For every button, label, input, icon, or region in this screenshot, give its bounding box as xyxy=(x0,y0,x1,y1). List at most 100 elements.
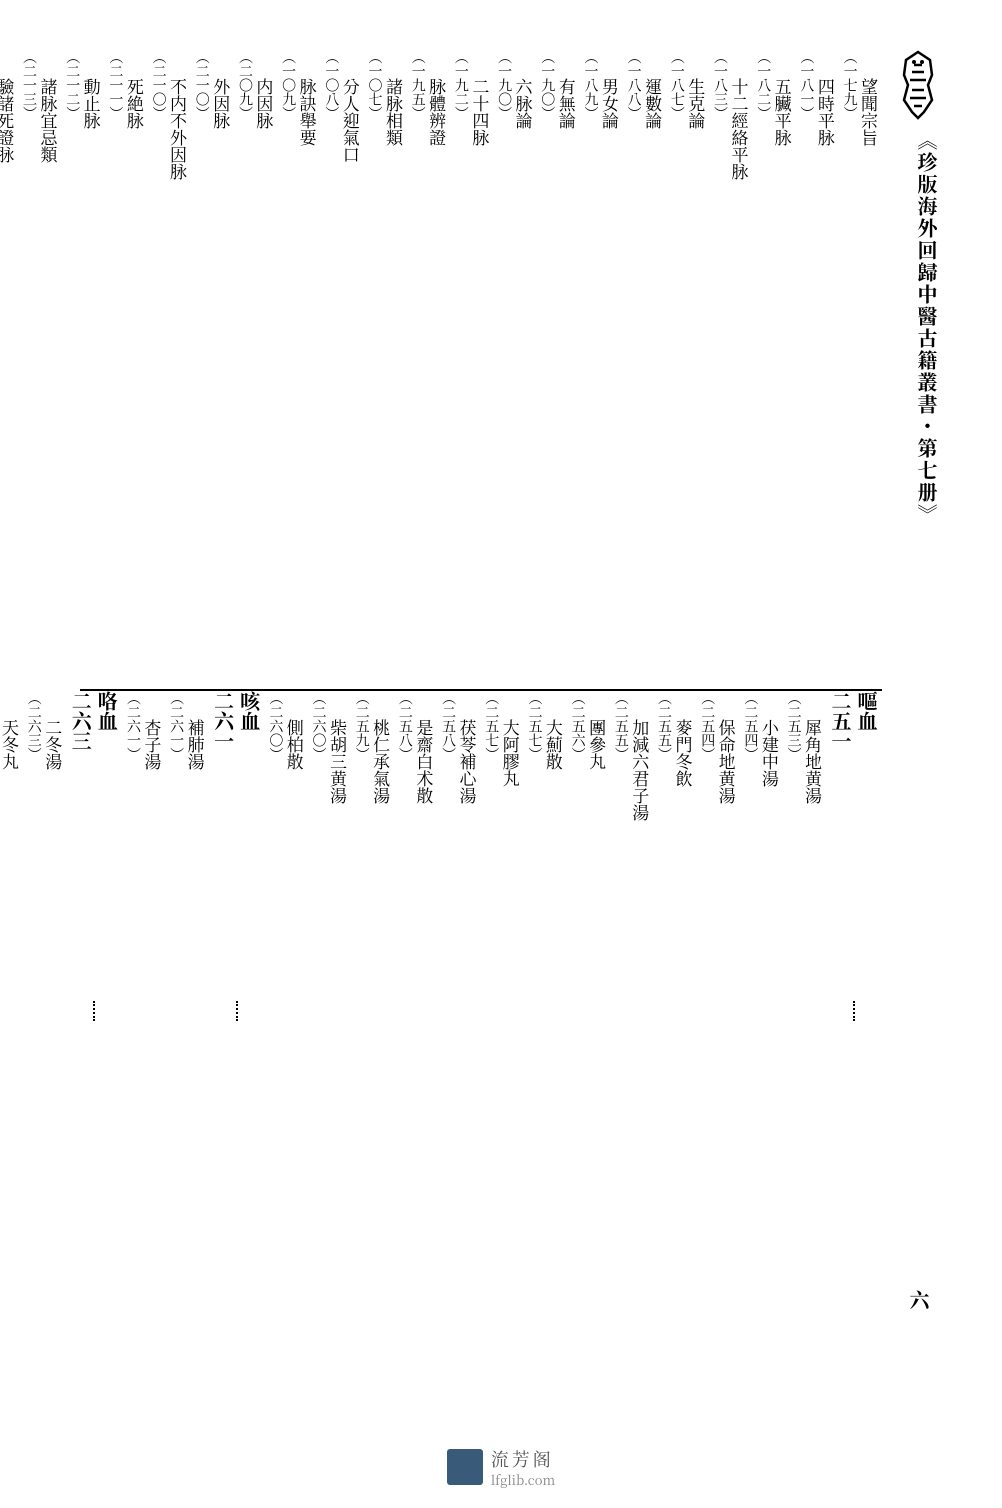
toc-entry: 保命地黄湯（二五四） xyxy=(696,691,739,1330)
entry-page-paren: （二六一） xyxy=(168,691,185,1330)
entry-label: 柴胡三黄湯 xyxy=(328,691,348,1330)
entry-page-paren: （二一一） xyxy=(108,50,125,689)
toc-entry: 運數論（一八八） xyxy=(623,50,666,689)
toc-entry: 驗諸死證脉（二一五） xyxy=(0,50,18,689)
entry-label: 二冬湯 xyxy=(43,691,63,1330)
entry-page-paren: （二六一） xyxy=(125,691,142,1330)
entry-label: 有無論 xyxy=(556,50,576,689)
entry-page-paren: （二一三） xyxy=(21,50,38,689)
toc-entry: 犀角地黄湯（二五三） xyxy=(783,691,826,1330)
entry-page-paren: （一八三） xyxy=(712,50,729,689)
entry-label: 嘔血 xyxy=(855,691,879,1330)
entry-page-paren: （二五七） xyxy=(527,691,544,1330)
toc-entry: 加減六君子湯（二五五） xyxy=(610,691,653,1330)
section-page: 二五一 xyxy=(829,691,853,1330)
entry-page-paren: （二一〇） xyxy=(194,50,211,689)
entry-label: 運數論 xyxy=(643,50,663,689)
entry-label: 小建中湯 xyxy=(759,691,779,1330)
entry-page-paren: （二五九） xyxy=(354,691,371,1330)
entry-label: 大阿膠丸 xyxy=(500,691,520,1330)
entry-label: 補肺湯 xyxy=(185,691,205,1330)
entry-page-paren: （一八二） xyxy=(755,50,772,689)
entry-label: 咯血 xyxy=(95,691,119,1330)
toc-entry: 動止脉（二一二） xyxy=(61,50,104,689)
lower-half: 嘔血二五一犀角地黄湯（二五三）小建中湯（二五四）保命地黄湯（二五四）麥門冬飲（二… xyxy=(80,691,882,1330)
toc-entry: 杏子湯（二六一） xyxy=(122,691,165,1330)
entry-label: 脉訣舉要 xyxy=(297,50,317,689)
entry-label: 桃仁承氣湯 xyxy=(371,691,391,1330)
entry-label: 諸脉宜忌類 xyxy=(38,50,58,689)
column-container: 望聞宗旨（一七九）四時平脉（一八一）五臟平脉（一八二）十二經絡平脉（一八三）生克… xyxy=(80,50,882,689)
footer-cn: 流芳阁 xyxy=(491,1446,555,1472)
footer-watermark: 流芳阁 lfglib.com xyxy=(0,1446,1002,1488)
entry-label: 十二經絡平脉 xyxy=(729,50,749,689)
page-content: 望聞宗旨（一七九）四時平脉（一八一）五臟平脉（一八二）十二經絡平脉（一八三）生克… xyxy=(80,50,942,1330)
toc-entry: 五臟平脉（一八二） xyxy=(752,50,795,689)
toc-entry: 六脉論（一九〇） xyxy=(493,50,536,689)
entry-label: 四時平脉 xyxy=(815,50,835,689)
toc-entry: 小建中湯（二五四） xyxy=(740,691,783,1330)
toc-entry: 不内不外因脉（二一〇） xyxy=(148,50,191,689)
toc-entry: 男女論（一八九） xyxy=(580,50,623,689)
toc-entry: 脉訣舉要（一〇九） xyxy=(277,50,320,689)
entry-label: 犀角地黄湯 xyxy=(803,691,823,1330)
entry-page-paren: （二五五） xyxy=(613,691,630,1330)
entry-page-paren: （二一二） xyxy=(64,50,81,689)
entry-page-paren: （一九五） xyxy=(410,50,427,689)
entry-label: 生克論 xyxy=(686,50,706,689)
toc-entry: 天冬丸（二六三） xyxy=(0,691,23,1330)
entry-label: 加減六君子湯 xyxy=(630,691,650,1330)
toc-entry: 外因脉（二一〇） xyxy=(191,50,234,689)
toc-entry: 桃仁承氣湯（二五九） xyxy=(351,691,394,1330)
entry-label: 脉體辨證 xyxy=(427,50,447,689)
entry-label: 驗諸死證脉 xyxy=(0,50,15,689)
section-heading: 咯血二六三 xyxy=(66,691,122,1330)
entry-page-paren: （一八七） xyxy=(669,50,686,689)
entry-page-paren: （二五五） xyxy=(656,691,673,1330)
toc-entry: 内因脉（二〇九） xyxy=(234,50,277,689)
entry-page-paren: （一八九） xyxy=(583,50,600,689)
entry-label: 側柏散 xyxy=(284,691,304,1330)
entry-label: 内因脉 xyxy=(254,50,274,689)
toc-entry: 生克論（一八七） xyxy=(666,50,709,689)
dot-leader xyxy=(236,1001,238,1021)
entry-label: 望聞宗旨 xyxy=(859,50,879,689)
entry-label: 咳血 xyxy=(238,691,262,1330)
toc-entry: 死絶脉（二一一） xyxy=(105,50,148,689)
entry-label: 動止脉 xyxy=(81,50,101,689)
toc-entry: 四時平脉（一八一） xyxy=(796,50,839,689)
section-heading: 咳血二六一 xyxy=(209,691,265,1330)
toc-entry: 諸脉宜忌類（二一三） xyxy=(18,50,61,689)
entry-page-paren: （一八八） xyxy=(626,50,643,689)
entry-page-paren: （二五七） xyxy=(484,691,501,1330)
section-heading: 嘔血二五一 xyxy=(826,691,882,1330)
entry-page-paren: （二六〇） xyxy=(268,691,285,1330)
entry-page-paren: （二〇九） xyxy=(237,50,254,689)
toc-entry: 二冬湯（二六三） xyxy=(23,691,66,1330)
entry-label: 諸脉相類 xyxy=(384,50,404,689)
entry-label: 杏子湯 xyxy=(142,691,162,1330)
upper-half: 望聞宗旨（一七九）四時平脉（一八一）五臟平脉（一八二）十二經絡平脉（一八三）生克… xyxy=(80,50,882,689)
toc-entry: 柴胡三黄湯（二六〇） xyxy=(308,691,351,1330)
entry-label: 男女論 xyxy=(599,50,619,689)
entry-label: 六脉論 xyxy=(513,50,533,689)
entry-page-paren: （二五八） xyxy=(440,691,457,1330)
toc-entry: 補肺湯（二六一） xyxy=(165,691,208,1330)
footer-url: lfglib.com xyxy=(491,1472,555,1488)
entry-page-paren: （一七九） xyxy=(842,50,859,689)
column-container: 嘔血二五一犀角地黄湯（二五三）小建中湯（二五四）保命地黄湯（二五四）麥門冬飲（二… xyxy=(80,691,882,1330)
entry-page-paren: （二五八） xyxy=(397,691,414,1330)
entry-page-paren: （一〇七） xyxy=(367,50,384,689)
entry-page-paren: （一〇九） xyxy=(280,50,297,689)
entry-page-paren: （一〇八） xyxy=(324,50,341,689)
entry-page-paren: （二六三） xyxy=(26,691,43,1330)
entry-label: 茯苓補心湯 xyxy=(457,691,477,1330)
entry-label: 五臟平脉 xyxy=(772,50,792,689)
entry-label: 是齋白术散 xyxy=(414,691,434,1330)
toc-entry: 十二經絡平脉（一八三） xyxy=(709,50,752,689)
entry-label: 團參丸 xyxy=(587,691,607,1330)
toc-entry: 側柏散（二六〇） xyxy=(265,691,308,1330)
entry-label: 不内不外因脉 xyxy=(168,50,188,689)
entry-page-paren: （二五四） xyxy=(699,691,716,1330)
entry-label: 天冬丸 xyxy=(0,691,20,1330)
